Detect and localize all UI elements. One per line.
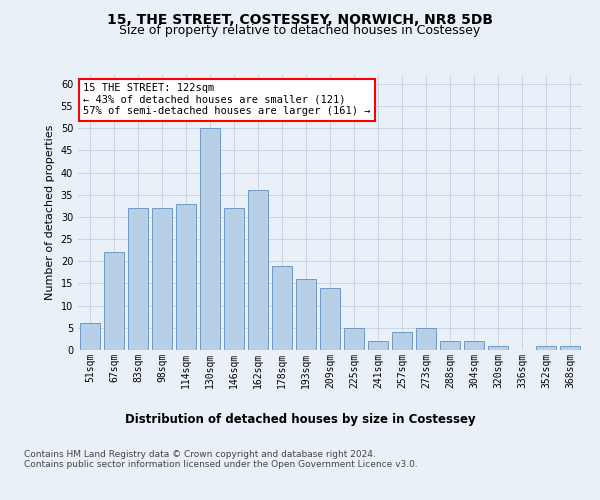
Bar	[392, 332, 412, 350]
Bar	[416, 328, 436, 350]
Bar	[248, 190, 268, 350]
Bar	[560, 346, 580, 350]
Bar	[488, 346, 508, 350]
Bar	[80, 324, 100, 350]
Text: Contains HM Land Registry data © Crown copyright and database right 2024.
Contai: Contains HM Land Registry data © Crown c…	[24, 450, 418, 469]
Bar	[200, 128, 220, 350]
Bar	[104, 252, 124, 350]
Bar	[272, 266, 292, 350]
Bar	[320, 288, 340, 350]
Y-axis label: Number of detached properties: Number of detached properties	[45, 125, 55, 300]
Bar	[152, 208, 172, 350]
Bar	[464, 341, 484, 350]
Text: 15 THE STREET: 122sqm
← 43% of detached houses are smaller (121)
57% of semi-det: 15 THE STREET: 122sqm ← 43% of detached …	[83, 83, 371, 116]
Bar	[536, 346, 556, 350]
Text: 15, THE STREET, COSTESSEY, NORWICH, NR8 5DB: 15, THE STREET, COSTESSEY, NORWICH, NR8 …	[107, 12, 493, 26]
Text: Distribution of detached houses by size in Costessey: Distribution of detached houses by size …	[125, 412, 475, 426]
Bar	[296, 279, 316, 350]
Bar	[224, 208, 244, 350]
Bar	[176, 204, 196, 350]
Bar	[368, 341, 388, 350]
Bar	[128, 208, 148, 350]
Bar	[440, 341, 460, 350]
Bar	[344, 328, 364, 350]
Text: Size of property relative to detached houses in Costessey: Size of property relative to detached ho…	[119, 24, 481, 37]
